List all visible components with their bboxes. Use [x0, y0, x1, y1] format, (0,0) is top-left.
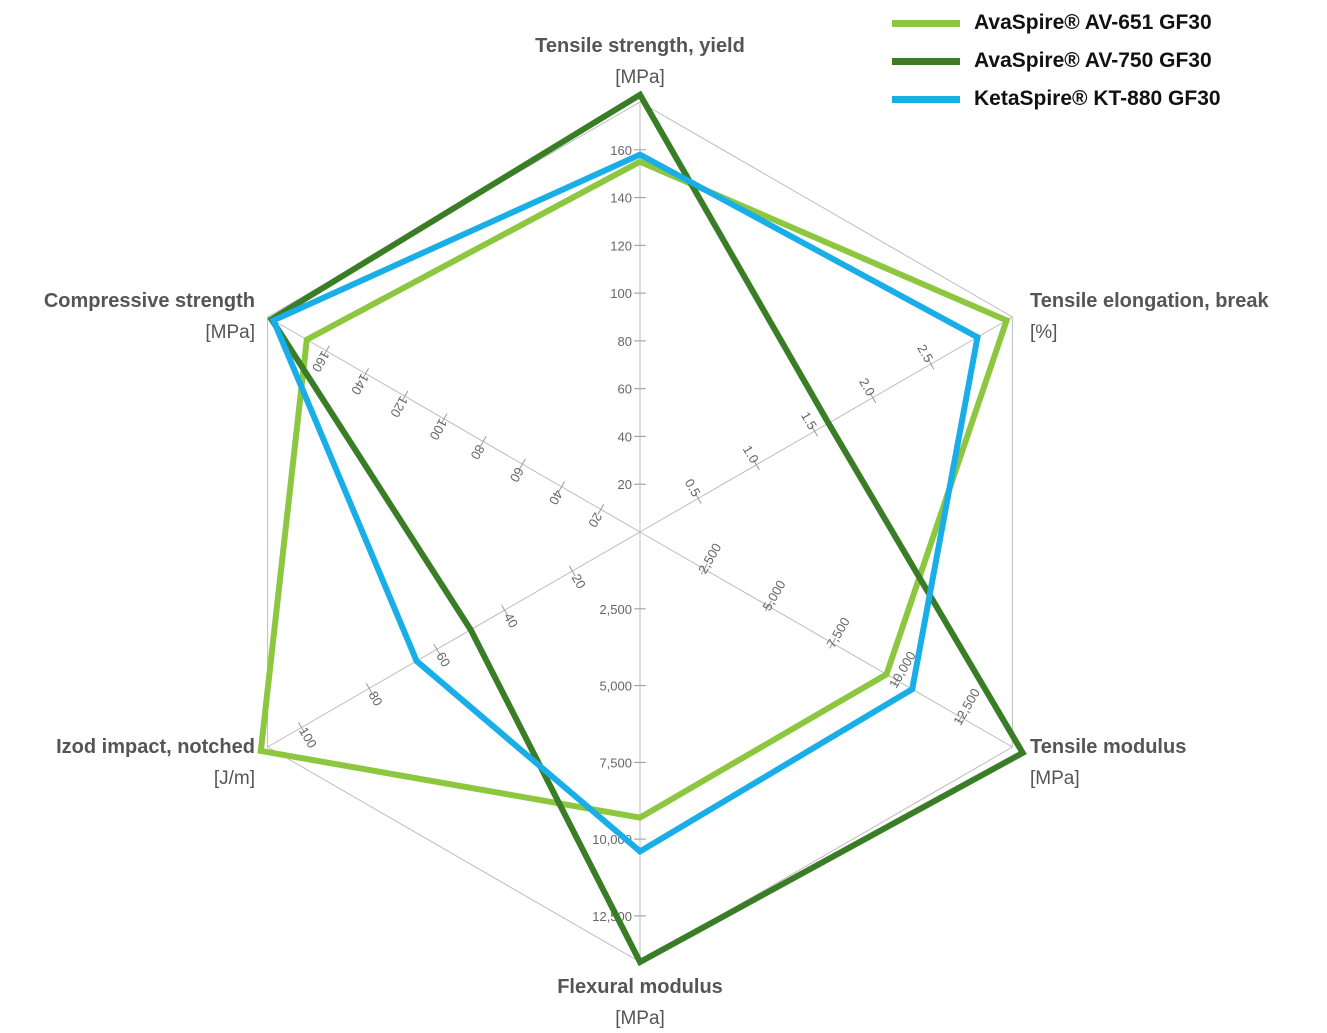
legend-item-av651: AvaSpire® AV-651 GF30 [892, 4, 1221, 42]
tick-label-compressive-strength: 20 [585, 510, 605, 530]
axis-unit-tensile-strength: [MPa] [615, 67, 665, 88]
tick-mark-compressive-strength [322, 345, 330, 357]
axis-labels: Tensile strength, yield [MPa] Tensile elon… [44, 35, 1270, 1029]
tick-label-izod-impact: 40 [501, 610, 521, 630]
tick-label-tensile-strength: 80 [618, 334, 632, 349]
tick-mark-compressive-strength [597, 503, 605, 515]
tick-label-flexural-modulus: 12,500 [592, 909, 632, 924]
tick-label-tensile-elongation: 2.0 [856, 375, 878, 398]
tick-label-tensile-strength: 20 [618, 477, 632, 492]
tick-mark-compressive-strength [362, 368, 370, 380]
tick-mark-izod-impact [501, 604, 509, 616]
tick-mark-compressive-strength [518, 458, 526, 470]
tick-label-tensile-modulus: 2,500 [695, 541, 724, 577]
tick-mark-tensile-modulus [893, 674, 901, 686]
legend-swatch-av651 [892, 19, 960, 27]
axis-title-tensile-strength: Tensile strength, yield [535, 35, 745, 57]
tick-label-tensile-elongation: 1.0 [740, 443, 762, 466]
axis-unit-compressive-strength: [MPa] [205, 322, 255, 343]
tick-label-flexural-modulus: 7,500 [599, 755, 632, 770]
tick-label-tensile-modulus: 12,500 [950, 686, 983, 728]
legend-item-av750: AvaSpire® AV-750 GF30 [892, 42, 1221, 80]
tick-label-tensile-modulus: 5,000 [759, 578, 788, 614]
tick-label-tensile-strength: 120 [610, 238, 632, 253]
tick-label-tensile-strength: 60 [618, 382, 632, 397]
axis-title-izod-impact: Izod impact, notched [56, 736, 255, 758]
axis-title-compressive-strength: Compressive strength [44, 290, 255, 312]
tick-label-tensile-strength: 140 [610, 191, 632, 206]
tick-mark-izod-impact [433, 643, 441, 655]
axis-line-izod-impact [267, 531, 641, 748]
tick-label-compressive-strength: 80 [468, 442, 488, 462]
tick-mark-izod-impact [568, 565, 576, 577]
tick-label-tensile-elongation: 1.5 [798, 409, 820, 432]
legend-label-av651: AvaSpire® AV-651 GF30 [974, 11, 1212, 34]
legend-swatch-kt880 [892, 95, 960, 103]
axis-unit-izod-impact: [J/m] [214, 768, 255, 789]
tick-label-tensile-strength: 40 [618, 429, 632, 444]
tick-mark-compressive-strength [479, 436, 487, 447]
chart-grid: 20 40 60 80 100 120 140 160 0.5 1.0 1.5 2.0 2.5 2,500… [267, 101, 1013, 963]
tick-label-tensile-strength: 160 [610, 143, 632, 158]
axis-title-flexural-modulus: Flexural modulus [557, 976, 723, 998]
tick-label-flexural-modulus: 2,500 [599, 602, 632, 617]
tick-label-tensile-strength: 100 [610, 286, 632, 301]
legend-item-kt880: KetaSpire® KT-880 GF30 [892, 80, 1221, 118]
tick-mark-compressive-strength [558, 481, 566, 493]
tick-mark-compressive-strength [440, 413, 448, 425]
tick-mark-tensile-elongation [869, 392, 877, 404]
tick-mark-izod-impact [298, 722, 305, 733]
axis-unit-tensile-elongation: [%] [1030, 322, 1057, 343]
tick-label-tensile-elongation: 2.5 [914, 342, 936, 365]
tick-mark-tensile-elongation [752, 459, 760, 471]
tick-label-tensile-elongation: 0.5 [682, 476, 704, 499]
tick-label-tensile-modulus: 7,500 [824, 615, 853, 651]
axis-line-tensile-modulus [639, 531, 1013, 748]
legend-swatch-av750 [892, 57, 960, 65]
tick-label-compressive-strength: 60 [507, 465, 527, 485]
legend-label-kt880: KetaSpire® KT-880 GF30 [974, 87, 1221, 110]
tick-label-izod-impact: 60 [433, 649, 453, 669]
tick-mark-tensile-elongation [811, 425, 819, 437]
tick-label-compressive-strength: 40 [546, 487, 566, 507]
axis-title-tensile-modulus: Tensile modulus [1030, 736, 1186, 758]
axis-unit-tensile-modulus: [MPa] [1030, 768, 1080, 789]
axis-unit-flexural-modulus: [MPa] [615, 1008, 665, 1029]
axis-title-tensile-elongation: Tensile elongation, break [1030, 290, 1269, 312]
axis-line-compressive-strength [267, 316, 641, 533]
tick-mark-tensile-modulus [700, 563, 708, 575]
tick-label-flexural-modulus: 5,000 [599, 679, 632, 694]
tick-mark-compressive-strength [401, 390, 409, 402]
tick-mark-tensile-modulus [957, 711, 965, 723]
tick-mark-tensile-modulus [764, 600, 772, 612]
tick-mark-tensile-elongation [927, 358, 935, 370]
legend-label-av750: AvaSpire® AV-750 GF30 [974, 49, 1212, 72]
tick-mark-tensile-elongation [694, 492, 702, 504]
chart-legend: AvaSpire® AV-651 GF30 AvaSpire® AV-750 G… [892, 4, 1221, 118]
tick-label-izod-impact: 20 [569, 571, 589, 591]
chart-series [257, 90, 1027, 967]
tick-label-izod-impact: 80 [366, 689, 386, 709]
tick-mark-tensile-modulus [829, 637, 837, 649]
tick-mark-izod-impact [365, 682, 373, 694]
